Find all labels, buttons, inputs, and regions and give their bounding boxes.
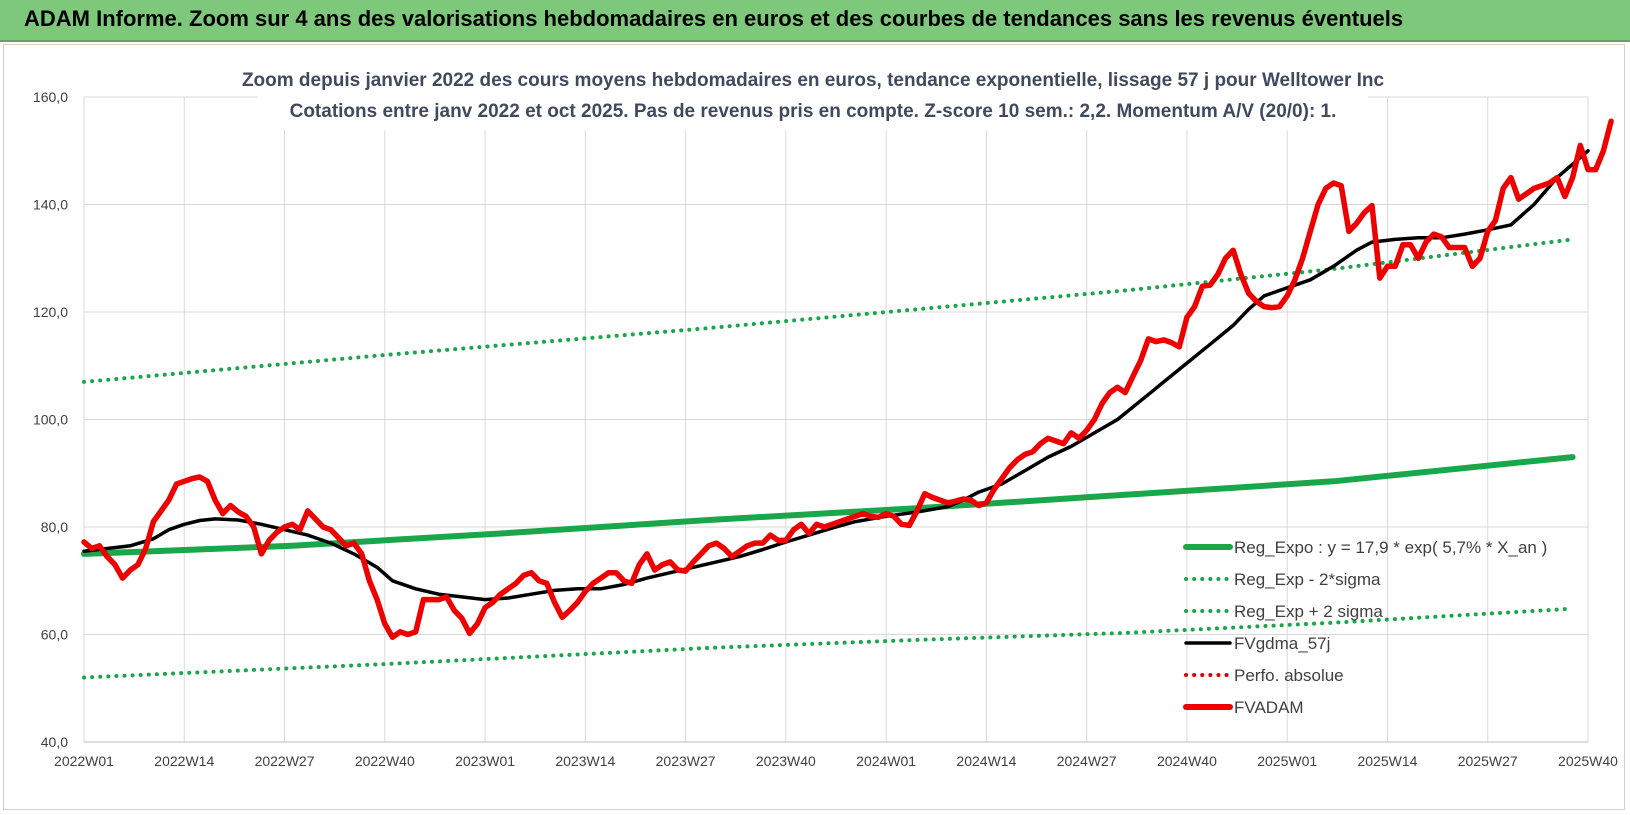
legend-label: FVgdma_57j [1234, 634, 1330, 653]
y-tick-label: 80,0 [41, 519, 68, 535]
x-tick-label: 2025W40 [1558, 753, 1618, 769]
series-line-reg-exp-2-sigma [82, 606, 1575, 680]
x-tick-label: 2022W27 [255, 753, 315, 769]
x-tick-label: 2025W27 [1458, 753, 1518, 769]
series-line-fvgdma-57j [82, 149, 1590, 602]
x-tick-label: 2024W01 [856, 753, 916, 769]
x-tick-label: 2023W14 [555, 753, 615, 769]
x-tick-label: 2023W40 [756, 753, 816, 769]
legend-label: FVADAM [1234, 698, 1304, 717]
x-tick-label: 2022W40 [355, 753, 415, 769]
series-line-reg-exp-2-sigma [82, 237, 1575, 384]
y-tick-label: 100,0 [33, 412, 68, 428]
x-tick-label: 2025W01 [1257, 753, 1317, 769]
x-tick-label: 2024W14 [956, 753, 1016, 769]
report-title: ADAM Informe. Zoom sur 4 ans des valoris… [24, 6, 1404, 31]
x-tick-label: 2022W14 [154, 753, 214, 769]
series-line-fvadam [81, 118, 1614, 640]
chart-title: Zoom depuis janvier 2022 des cours moyen… [242, 70, 1385, 91]
legend-label: Reg_Exp + 2 sigma [1234, 602, 1383, 621]
chart-legend: Reg_Expo : y = 17,9 * exp( 5,7% * X_an )… [1183, 538, 1547, 717]
legend-label: Perfo. absolue [1234, 666, 1344, 685]
chart-grid [83, 96, 1589, 743]
legend-label: Reg_Expo : y = 17,9 * exp( 5,7% * X_an ) [1234, 538, 1547, 557]
y-tick-label: 160,0 [33, 89, 68, 105]
x-tick-label: 2022W01 [54, 753, 114, 769]
report-banner: ADAM Informe. Zoom sur 4 ans des valoris… [0, 0, 1630, 42]
x-tick-label: 2024W27 [1057, 753, 1117, 769]
chart-title-background [258, 58, 1368, 130]
y-tick-label: 140,0 [33, 197, 68, 213]
y-tick-label: 40,0 [41, 734, 68, 750]
x-tick-label: 2023W01 [455, 753, 515, 769]
chart-frame [3, 44, 1625, 810]
chart-axes: 40,0 60,0 80,0 100,0 120,0 140,0 160,0 2022W01 2… [33, 89, 1618, 769]
x-tick-label: 2025W14 [1357, 753, 1417, 769]
y-tick-label: 60,0 [41, 627, 68, 643]
chart-series [81, 118, 1614, 680]
chart-subtitle: Cotations entre janv 2022 et oct 2025. P… [290, 101, 1337, 122]
x-tick-label: 2024W40 [1157, 753, 1217, 769]
y-tick-label: 120,0 [33, 304, 68, 320]
series-line-reg-expo-y-17-9-exp-5-7-x-an [81, 454, 1576, 557]
x-tick-label: 2023W27 [656, 753, 716, 769]
legend-label: Reg_Exp - 2*sigma [1234, 570, 1381, 589]
